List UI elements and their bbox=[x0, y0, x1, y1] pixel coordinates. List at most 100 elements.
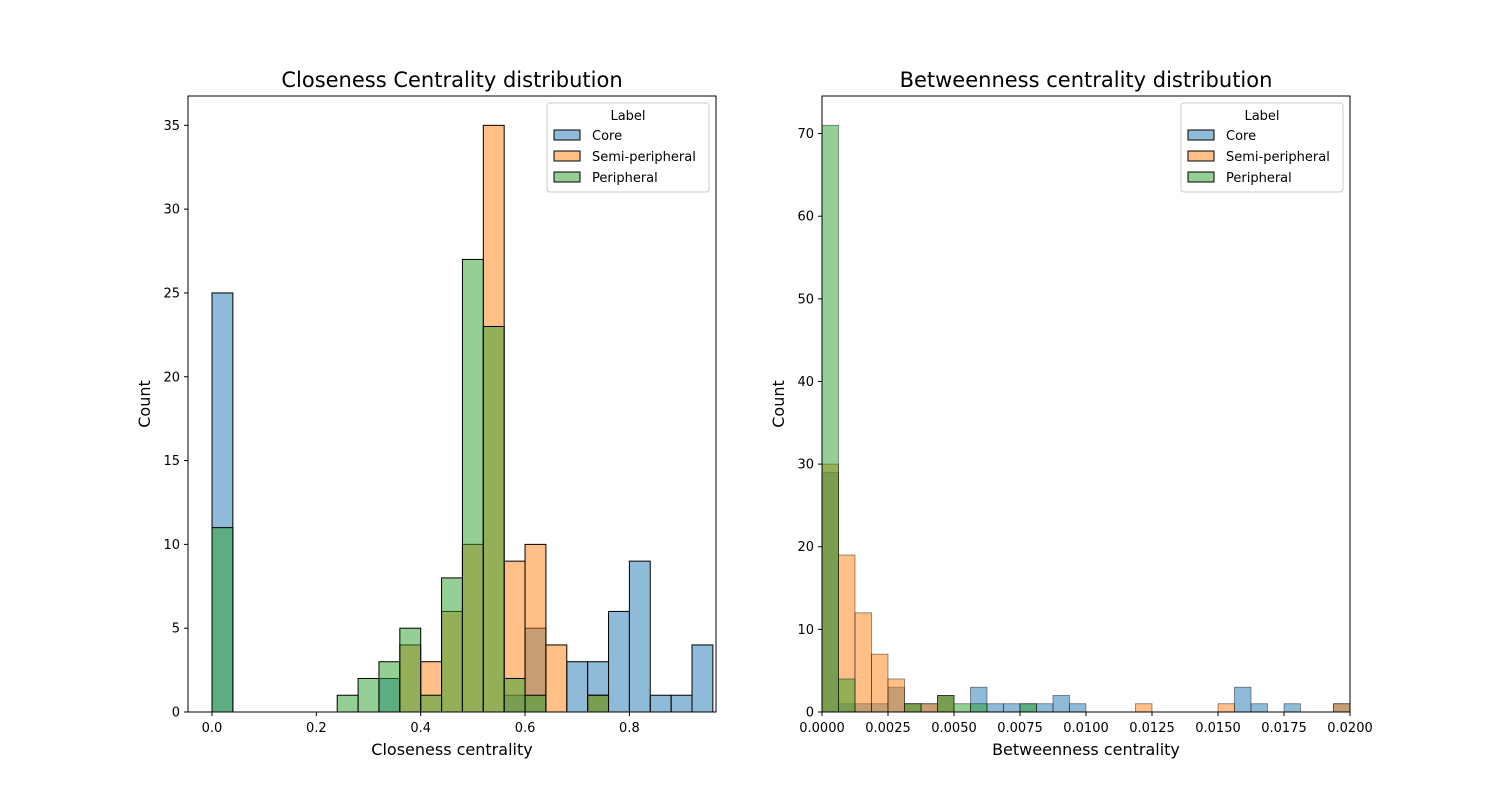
histogram-bar-peripheral bbox=[441, 577, 463, 712]
histogram-bar-core bbox=[1052, 695, 1070, 712]
histogram-bar-peripheral bbox=[461, 258, 484, 712]
histogram-bar-peripheral bbox=[357, 677, 380, 712]
legend-swatch-peripheral bbox=[553, 171, 581, 183]
histogram-bar-core bbox=[1250, 703, 1268, 712]
y-tick-label: 0 bbox=[806, 706, 814, 721]
x-tick-label: 0.0150 bbox=[1195, 721, 1241, 736]
closeness-histogram-panel: 0.0 0.2 0.4 0.6 0.8 0 5 10 15 20 25 30 35 Closeness C… bbox=[135, 68, 717, 759]
x-tick-label: 0.0 bbox=[202, 721, 223, 736]
histogram-bar-core bbox=[1283, 703, 1301, 712]
x-tick-label: 0.0200 bbox=[1327, 721, 1373, 736]
y-tick-label: 5 bbox=[172, 622, 180, 637]
y-tick-label: 0 bbox=[172, 706, 180, 721]
histogram-bar-core bbox=[1234, 686, 1252, 712]
y-tick-label: 30 bbox=[163, 203, 180, 218]
legend-label-semi-peripheral: Semi-peripheral bbox=[592, 150, 696, 165]
histogram-bar-peripheral bbox=[378, 661, 401, 712]
histogram-bar-core bbox=[691, 644, 714, 712]
chart-title: Betweenness centrality distribution bbox=[900, 68, 1273, 92]
histogram-bar-semi-peripheral bbox=[1217, 703, 1235, 712]
histogram-bar-semi-peripheral bbox=[524, 543, 547, 712]
histogram-bar-core bbox=[986, 703, 1004, 712]
legend-box bbox=[1180, 102, 1344, 193]
y-axis-label: Count bbox=[135, 380, 154, 428]
histogram-bar-core bbox=[608, 610, 630, 712]
histogram-bar-peripheral bbox=[904, 703, 922, 712]
y-tick-label: 50 bbox=[797, 292, 814, 307]
x-tick-label: 0.4 bbox=[410, 721, 431, 736]
legend-swatch-peripheral bbox=[1187, 171, 1215, 183]
histogram-bar-peripheral bbox=[587, 694, 610, 712]
legend-title: Label bbox=[610, 109, 645, 124]
x-tick-label: 0.0050 bbox=[931, 721, 977, 736]
histogram-bar-peripheral bbox=[482, 325, 505, 712]
y-tick-label: 35 bbox=[163, 119, 180, 134]
histogram-bar-peripheral bbox=[524, 694, 547, 712]
histogram-bar-semi-peripheral bbox=[545, 644, 568, 712]
histogram-bar-peripheral bbox=[953, 703, 971, 712]
histogram-bar-semi-peripheral bbox=[887, 678, 905, 712]
histogram-bar-semi-peripheral bbox=[1135, 703, 1153, 712]
histogram-bar-semi-peripheral bbox=[1333, 703, 1350, 712]
histogram-bar-peripheral bbox=[970, 703, 988, 712]
bars bbox=[211, 124, 714, 712]
chart-title: Closeness Centrality distribution bbox=[281, 68, 622, 92]
histogram-bar-peripheral bbox=[399, 627, 422, 712]
x-tick-label: 0.0125 bbox=[1129, 721, 1175, 736]
x-tick-label: 0.0025 bbox=[865, 721, 911, 736]
legend: Label Core Semi-peripheral Peripheral bbox=[546, 102, 710, 193]
legend-label-semi-peripheral: Semi-peripheral bbox=[1226, 150, 1330, 165]
y-tick-label: 20 bbox=[797, 540, 814, 555]
x-tick-label: 0.2 bbox=[306, 721, 327, 736]
legend-label-peripheral: Peripheral bbox=[592, 171, 658, 186]
histogram-bar-peripheral bbox=[937, 695, 955, 712]
y-tick-label: 30 bbox=[797, 458, 814, 473]
histogram-bar-core bbox=[670, 694, 693, 712]
legend-box bbox=[546, 102, 710, 193]
y-tick-label: 20 bbox=[163, 370, 180, 385]
x-tick-label: 0.0175 bbox=[1261, 721, 1307, 736]
histogram-bar-core bbox=[1003, 703, 1021, 712]
y-tick-label: 10 bbox=[163, 538, 180, 553]
histogram-bar-core bbox=[1069, 703, 1087, 712]
y-tick-label: 25 bbox=[163, 286, 180, 301]
legend-label-core: Core bbox=[592, 129, 622, 144]
legend-title: Label bbox=[1244, 109, 1279, 124]
x-axis-label: Closeness centrality bbox=[371, 740, 532, 759]
histogram-bar-peripheral bbox=[503, 677, 526, 712]
histogram-bar-peripheral bbox=[211, 527, 234, 712]
legend-label-core: Core bbox=[1226, 129, 1256, 144]
histogram-bar-semi-peripheral bbox=[871, 653, 889, 712]
x-tick-label: 0.8 bbox=[619, 721, 640, 736]
y-tick-label: 40 bbox=[797, 375, 814, 390]
x-tick-label: 0.0000 bbox=[799, 721, 845, 736]
x-tick-label: 0.0075 bbox=[997, 721, 1043, 736]
histogram-bar-core bbox=[1036, 703, 1054, 712]
histogram-bar-peripheral bbox=[420, 694, 443, 712]
histogram-bar-core bbox=[649, 694, 672, 712]
legend: Label Core Semi-peripheral Peripheral bbox=[1180, 102, 1344, 193]
y-tick-label: 15 bbox=[163, 454, 180, 469]
y-tick-label: 70 bbox=[797, 127, 814, 142]
x-axis-label: Betweenness centrality bbox=[992, 740, 1180, 759]
histogram-bar-peripheral bbox=[1019, 703, 1037, 712]
histogram-bar-peripheral bbox=[336, 694, 359, 712]
legend-swatch-core bbox=[553, 129, 581, 141]
betweenness-histogram-panel: 0.0000 0.0025 0.0050 0.0075 0.0100 0.0125 0.01… bbox=[769, 68, 1373, 759]
legend-swatch-core bbox=[1187, 129, 1215, 141]
legend-label-peripheral: Peripheral bbox=[1226, 171, 1292, 186]
x-tick-label: 0.6 bbox=[515, 721, 536, 736]
y-axis-label: Count bbox=[769, 380, 788, 428]
y-tick-label: 10 bbox=[797, 623, 814, 638]
histogram-bar-semi-peripheral bbox=[920, 703, 938, 712]
y-tick-label: 60 bbox=[797, 210, 814, 225]
legend-swatch-semi-peripheral bbox=[1187, 150, 1215, 162]
histogram-bar-peripheral bbox=[838, 678, 856, 712]
axes-frame bbox=[187, 95, 717, 713]
legend-swatch-semi-peripheral bbox=[553, 150, 581, 162]
histogram-bar-core bbox=[566, 661, 589, 712]
histogram-bar-core bbox=[628, 560, 651, 712]
histogram-bar-semi-peripheral bbox=[854, 612, 872, 712]
x-tick-label: 0.0100 bbox=[1063, 721, 1109, 736]
